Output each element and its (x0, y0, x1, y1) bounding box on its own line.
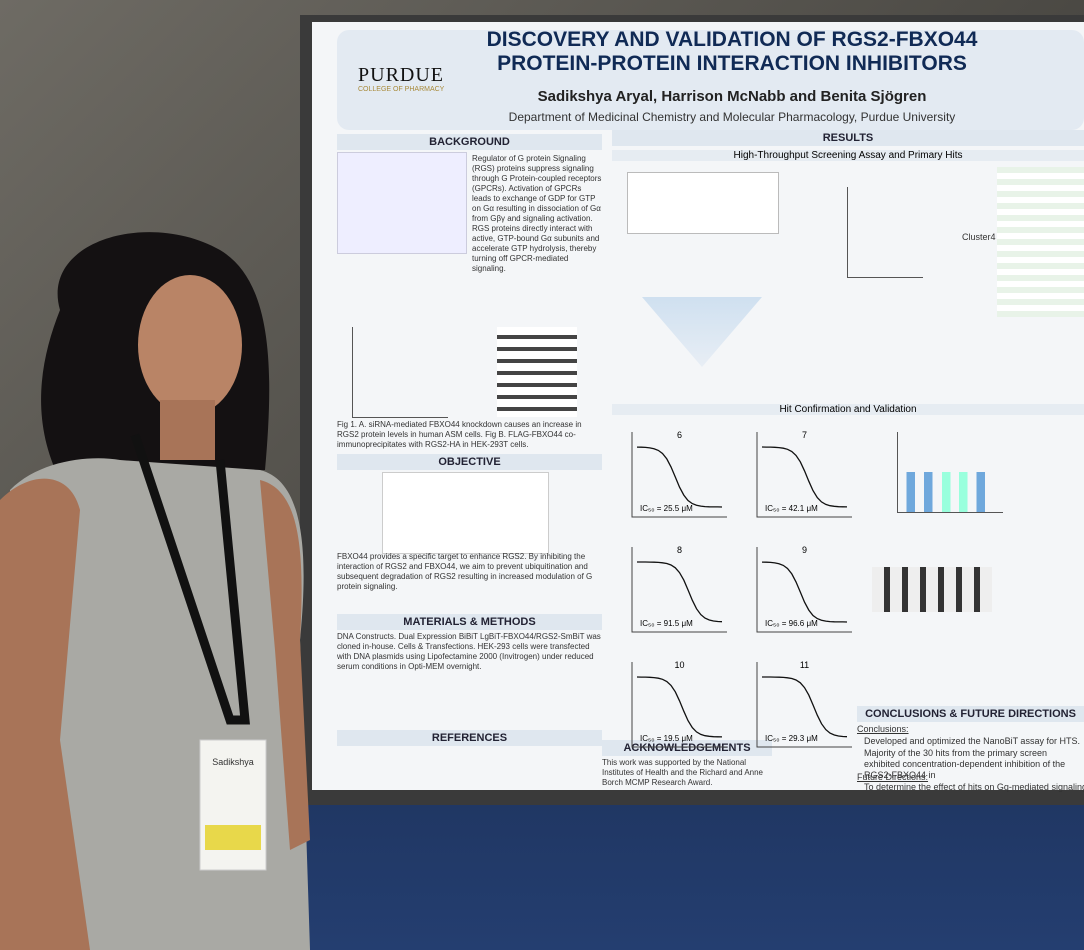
section-header: ACKNOWLEDGEMENTS (602, 740, 772, 756)
arm (260, 480, 310, 850)
label: Cluster4 (962, 232, 996, 242)
header-band (337, 30, 1084, 130)
curve-label: 8 (677, 545, 682, 555)
affiliation: Department of Medicinal Chemistry and Mo… (508, 110, 956, 124)
paragraph: DNA Constructs. Dual Expression BiBiT Lg… (337, 632, 601, 671)
badge-name: Sadikshya (212, 757, 254, 767)
axes (756, 547, 852, 633)
axes (631, 547, 727, 633)
curve (761, 561, 848, 623)
hit-table (997, 167, 1084, 317)
person: Sadikshya (0, 232, 310, 950)
paragraph: Regulator of G protein Signaling (RGS) p… (472, 154, 602, 273)
western-blot (497, 327, 577, 417)
western-blot (872, 567, 992, 612)
ic50-label: IC₅₀ = 91.5 μM (640, 619, 693, 628)
title: PROTEIN-PROTEIN INTERACTION INHIBITORS (497, 52, 967, 75)
assay-diagram (627, 172, 779, 234)
subsection-header: Hit Confirmation and Validation (612, 404, 1084, 415)
bullet: To determine the effect of hits on Gq-me… (864, 782, 1084, 792)
ribbon (205, 825, 261, 850)
bullet: Developed and optimized the NanoBiT assa… (864, 736, 1080, 746)
curve-label: 9 (802, 545, 807, 555)
curve (761, 446, 848, 508)
neck (160, 400, 215, 460)
logo: PURDUE (358, 64, 445, 86)
scatter-figure (847, 187, 923, 278)
diagram (382, 472, 549, 554)
curve-label: 11 (800, 660, 809, 670)
section-header: RESULTS (612, 130, 1084, 146)
logo-sub: COLLEGE OF PHARMACY (358, 86, 445, 93)
curve (762, 676, 848, 738)
section-header: OBJECTIVE (337, 454, 602, 470)
dose-response-panel: 6 IC₅₀ = 25.5 μM 7 IC₅₀ = 42.1 μM 8 IC₅₀ = 91… (631, 430, 852, 748)
subheading: Conclusions: (857, 724, 909, 734)
curve-label: 6 (677, 430, 682, 440)
section-header: REFERENCES (337, 730, 602, 746)
bar-figure (352, 327, 448, 418)
bullet: Majority of the 30 hits from the primary… (864, 748, 1066, 780)
ic50-label: IC₅₀ = 42.1 μM (765, 504, 818, 513)
ic50-label: IC₅₀ = 29.3 μM (765, 734, 818, 743)
section-header: BACKGROUND (337, 134, 602, 150)
curve (636, 676, 723, 738)
subheading: Future Directions: (857, 772, 929, 782)
authors: Sadikshya Aryal, Harrison McNabb and Ben… (537, 88, 927, 105)
axes (756, 432, 852, 518)
section-header: CONCLUSIONS & FUTURE DIRECTIONS (857, 706, 1084, 722)
ic50-label: IC₅₀ = 96.6 μM (765, 619, 818, 628)
curve-label: 7 (802, 430, 807, 440)
paragraph: FBXO44 provides a specific target to enh… (337, 552, 593, 591)
axes (631, 432, 727, 518)
face (138, 275, 242, 415)
funnel (642, 297, 762, 367)
section-header: MATERIALS & METHODS (337, 614, 602, 630)
ic50-label: IC₅₀ = 19.5 μM (640, 734, 693, 743)
ic50-label: IC₅₀ = 25.5 μM (640, 504, 693, 513)
subsection-header: High-Throughput Screening Assay and Prim… (612, 150, 1084, 161)
poster: PURDUE COLLEGE OF PHARMACY DISCOVERY AND… (312, 22, 1084, 792)
paragraph: This work was supported by the National … (602, 758, 763, 787)
curve (636, 446, 723, 508)
axes (756, 662, 852, 748)
diagram (337, 152, 467, 254)
arm (0, 478, 90, 950)
curve (637, 561, 723, 623)
melting-bars (897, 432, 1003, 513)
title: DISCOVERY AND VALIDATION OF RGS2-FBXO44 (486, 28, 978, 51)
curve-label: 10 (674, 660, 684, 670)
axes (631, 662, 727, 748)
caption: Fig 1. A. siRNA-mediated FBXO44 knockdow… (337, 420, 582, 449)
lanyard (130, 433, 250, 725)
